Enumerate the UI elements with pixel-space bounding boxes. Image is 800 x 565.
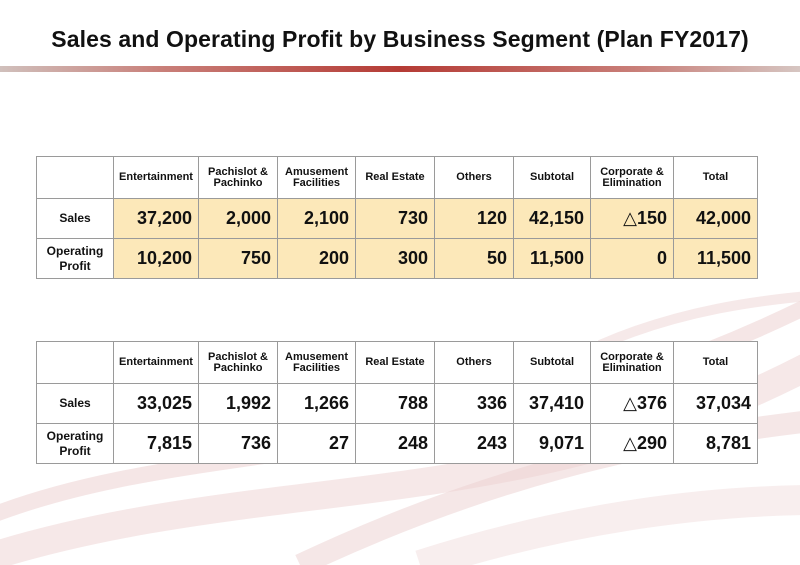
value-cell: 300 <box>355 238 435 279</box>
value-cell: 9,071 <box>513 423 591 464</box>
value-cell: 11,500 <box>673 238 758 279</box>
row-label: Sales <box>36 198 114 239</box>
column-header: Amusement Facilities <box>277 341 356 384</box>
row-label: Sales <box>36 383 114 424</box>
value-cell: 10,200 <box>113 238 199 279</box>
column-header: Others <box>434 156 514 199</box>
value-cell: △150 <box>590 198 674 239</box>
value-cell: 200 <box>277 238 356 279</box>
value-cell: 0 <box>590 238 674 279</box>
column-header: Entertainment <box>113 156 199 199</box>
value-cell: 248 <box>355 423 435 464</box>
value-cell: 730 <box>355 198 435 239</box>
value-cell: 750 <box>198 238 278 279</box>
column-header: Total <box>673 341 758 384</box>
actual-op-row: Operating Profit 7,815 736 27 248 243 9,… <box>36 423 758 464</box>
column-header: Entertainment <box>113 341 199 384</box>
value-cell: 2,100 <box>277 198 356 239</box>
value-cell: 11,500 <box>513 238 591 279</box>
plan-sales-row: Sales 37,200 2,000 2,100 730 120 42,150 … <box>36 198 758 239</box>
value-cell: 336 <box>434 383 514 424</box>
value-cell: 120 <box>434 198 514 239</box>
plan-header-row: Entertainment Pachislot & Pachinko Amuse… <box>36 156 758 199</box>
column-header: Others <box>434 341 514 384</box>
column-header: Corporate & Elimination <box>590 156 674 199</box>
value-cell: 33,025 <box>113 383 199 424</box>
corner-cell <box>36 156 114 199</box>
column-header: Total <box>673 156 758 199</box>
column-header: Pachislot & Pachinko <box>198 341 278 384</box>
value-cell: 7,815 <box>113 423 199 464</box>
row-label: Operating Profit <box>36 238 114 279</box>
value-cell: 1,266 <box>277 383 356 424</box>
column-header: Amusement Facilities <box>277 156 356 199</box>
value-cell: 27 <box>277 423 356 464</box>
value-cell: 50 <box>434 238 514 279</box>
value-cell: 243 <box>434 423 514 464</box>
page-title: Sales and Operating Profit by Business S… <box>51 26 749 52</box>
column-header: Subtotal <box>513 156 591 199</box>
column-header: Real Estate <box>355 341 435 384</box>
value-cell: 37,034 <box>673 383 758 424</box>
actual-table: Entertainment Pachislot & Pachinko Amuse… <box>36 341 758 464</box>
corner-cell <box>36 341 114 384</box>
column-header: Pachislot & Pachinko <box>198 156 278 199</box>
value-cell: 37,200 <box>113 198 199 239</box>
row-label: Operating Profit <box>36 423 114 464</box>
value-cell: 42,150 <box>513 198 591 239</box>
value-cell: 42,000 <box>673 198 758 239</box>
title-accent-bar <box>0 66 800 72</box>
actual-sales-row: Sales 33,025 1,992 1,266 788 336 37,410 … <box>36 383 758 424</box>
value-cell: 736 <box>198 423 278 464</box>
value-cell: 2,000 <box>198 198 278 239</box>
actual-header-row: Entertainment Pachislot & Pachinko Amuse… <box>36 341 758 384</box>
value-cell: 8,781 <box>673 423 758 464</box>
value-cell: △290 <box>590 423 674 464</box>
value-cell: 37,410 <box>513 383 591 424</box>
value-cell: △376 <box>590 383 674 424</box>
value-cell: 788 <box>355 383 435 424</box>
column-header: Subtotal <box>513 341 591 384</box>
plan-table: Entertainment Pachislot & Pachinko Amuse… <box>36 156 758 279</box>
column-header: Real Estate <box>355 156 435 199</box>
value-cell: 1,992 <box>198 383 278 424</box>
column-header: Corporate & Elimination <box>590 341 674 384</box>
plan-op-row: Operating Profit 10,200 750 200 300 50 1… <box>36 238 758 279</box>
